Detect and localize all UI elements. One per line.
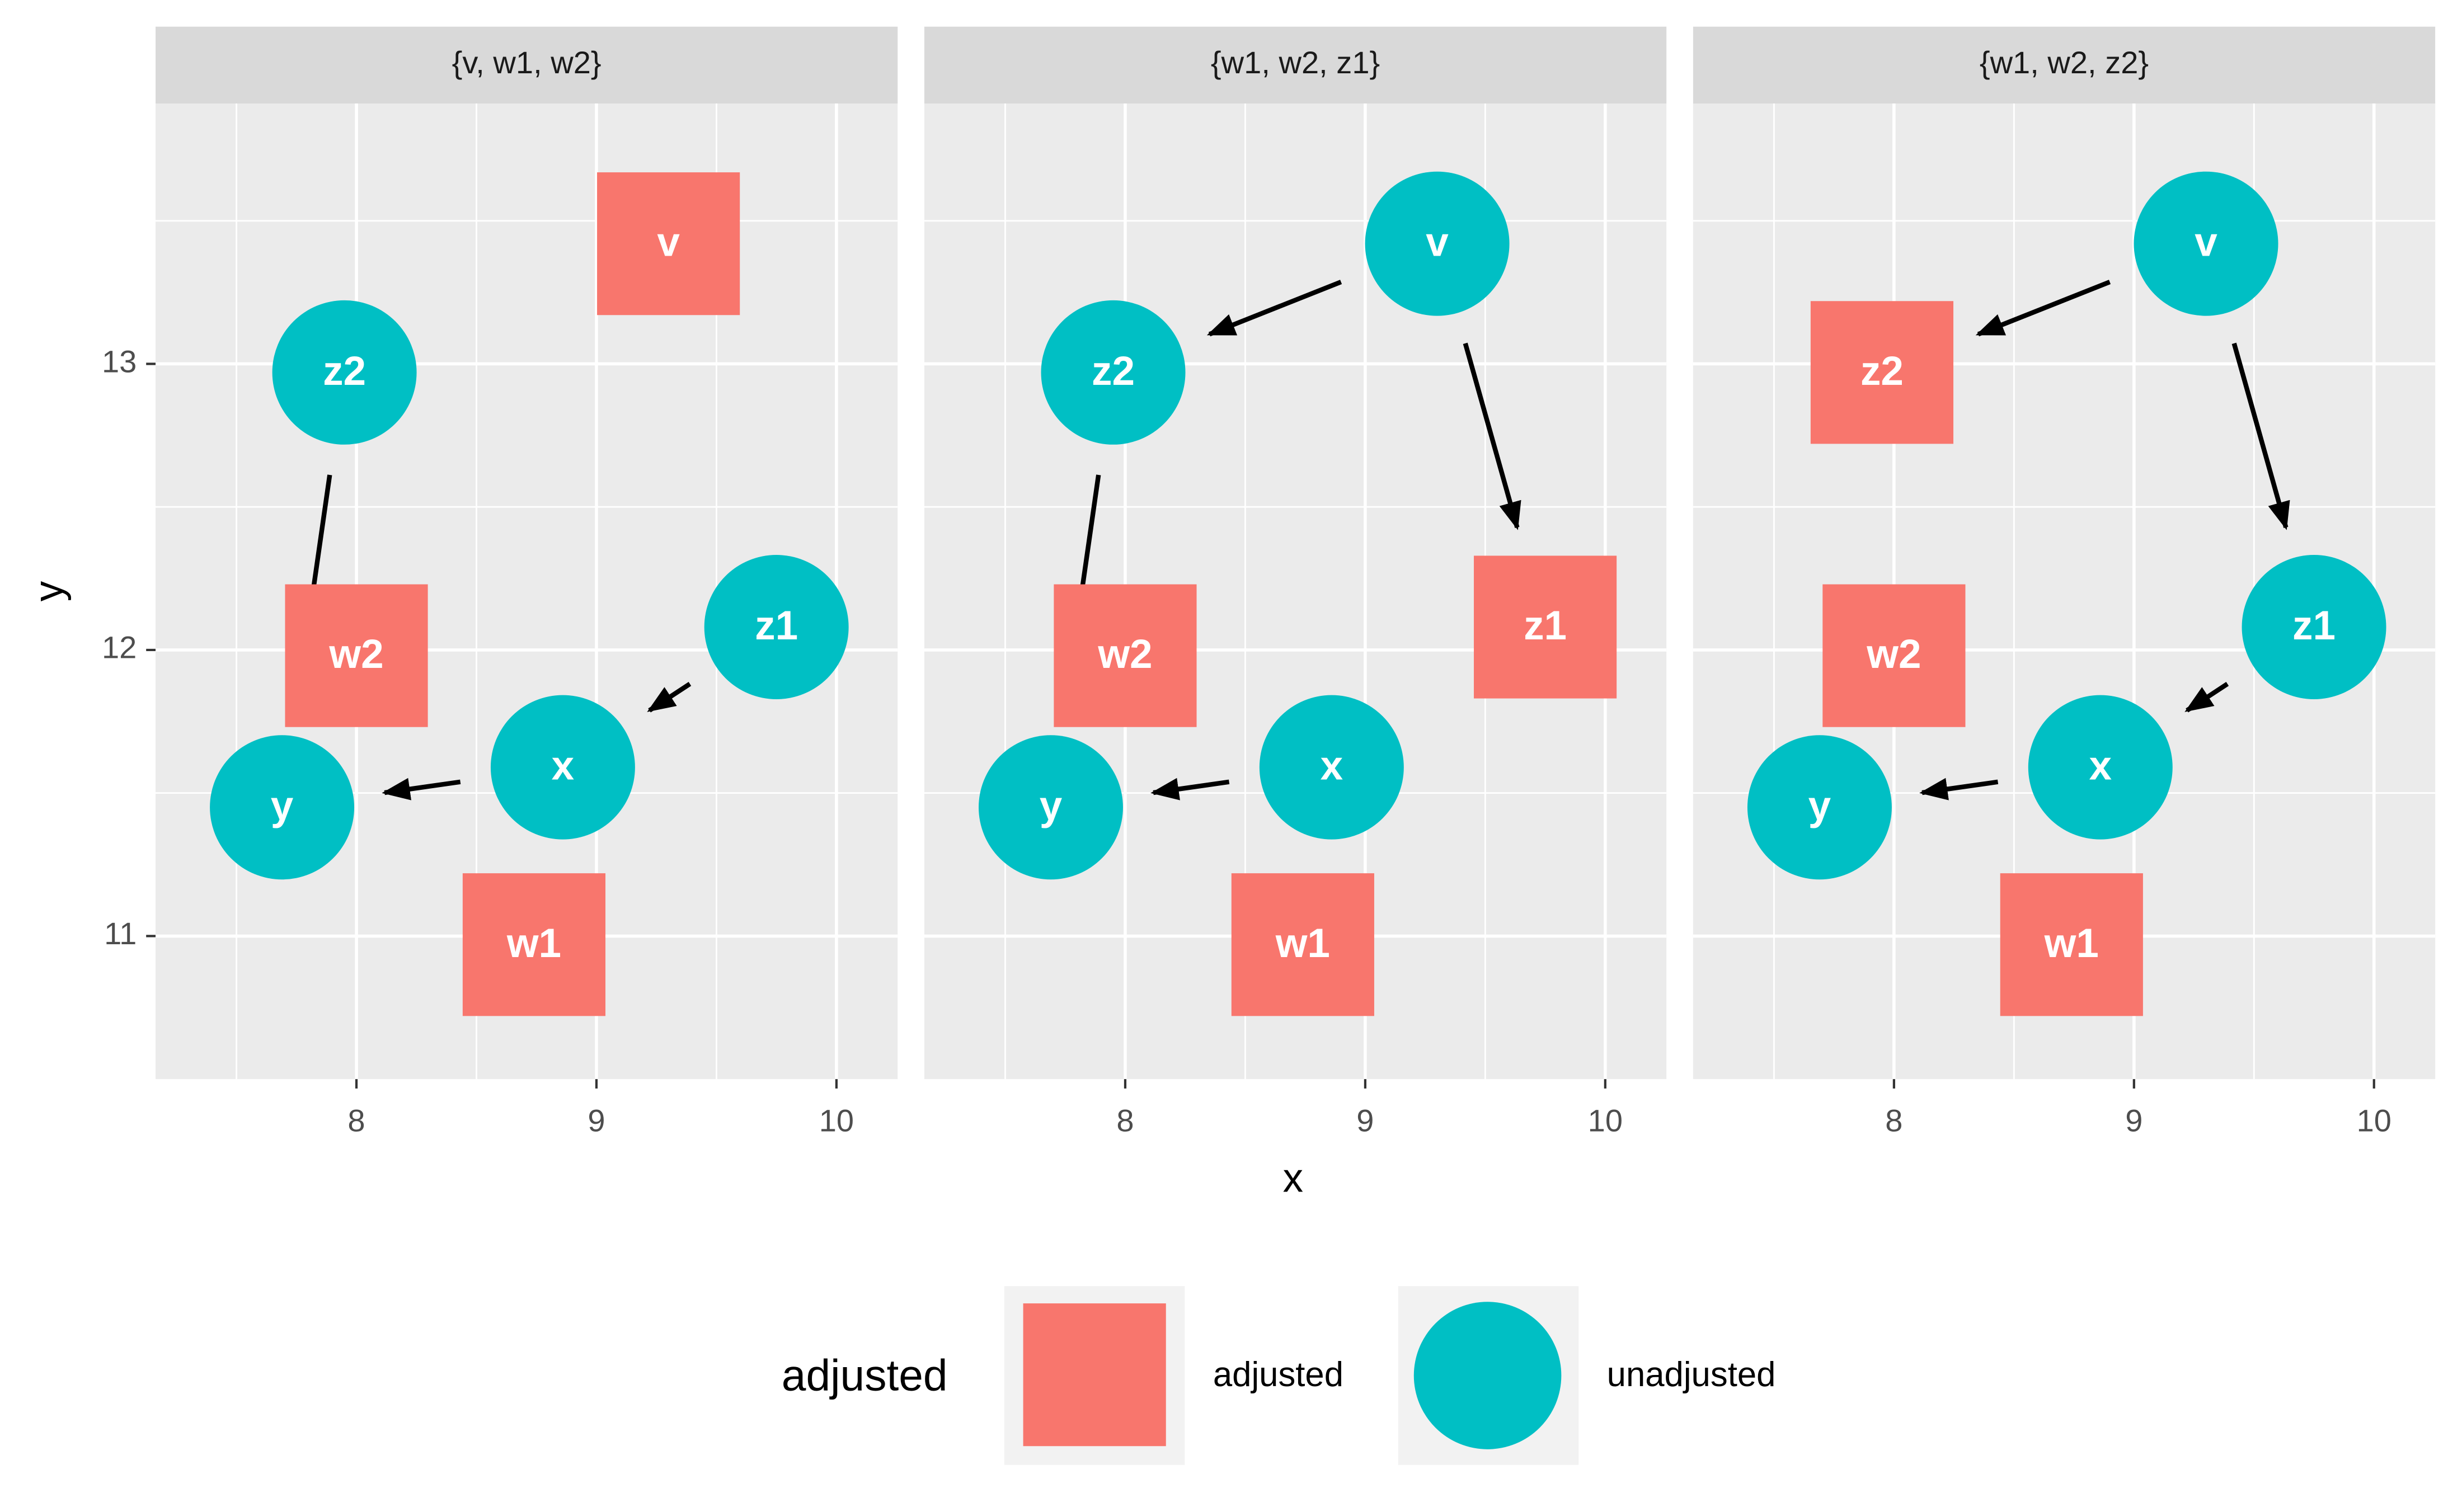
strip-title: {w1, w2, z1} bbox=[1211, 45, 1380, 80]
x-tick-label: 8 bbox=[1885, 1103, 1902, 1138]
node-label: v bbox=[657, 220, 680, 265]
edge bbox=[1150, 778, 1230, 800]
legend-key bbox=[1413, 1302, 1562, 1449]
x-tick-label: 10 bbox=[819, 1103, 854, 1138]
edge bbox=[382, 778, 461, 800]
legend-key bbox=[1023, 1303, 1166, 1447]
node bbox=[1054, 584, 1197, 727]
node-label: z2 bbox=[1092, 348, 1135, 394]
strip-background bbox=[156, 26, 898, 104]
node-label: w1 bbox=[506, 921, 561, 966]
x-tick-label: 8 bbox=[1116, 1103, 1134, 1138]
edge bbox=[2231, 342, 2290, 530]
x-tick-label: 9 bbox=[1356, 1103, 1374, 1138]
x-tick-label: 9 bbox=[2125, 1103, 2142, 1138]
node-label: x bbox=[552, 743, 575, 789]
edge bbox=[1919, 778, 1999, 800]
node bbox=[1231, 873, 1374, 1016]
node bbox=[2000, 873, 2143, 1016]
node-label: z2 bbox=[323, 348, 366, 394]
y-axis-title: y bbox=[26, 581, 72, 601]
edge bbox=[1975, 280, 2111, 337]
node-label: x bbox=[2089, 743, 2112, 789]
node bbox=[597, 172, 740, 315]
x-tick-label: 10 bbox=[2357, 1103, 2391, 1138]
node bbox=[1747, 735, 1892, 880]
edge bbox=[2184, 682, 2229, 713]
node bbox=[704, 555, 849, 699]
node bbox=[1810, 301, 1954, 444]
x-tick-label: 8 bbox=[347, 1103, 365, 1138]
legend-title: adjusted bbox=[782, 1350, 948, 1400]
node-label: v bbox=[2195, 220, 2217, 265]
node bbox=[1822, 584, 1966, 727]
y-tick-label: 12 bbox=[102, 630, 137, 665]
x-tick-label: 10 bbox=[1588, 1103, 1623, 1138]
strip-title: {v, w1, w2} bbox=[452, 45, 602, 80]
edge bbox=[647, 682, 692, 713]
node-label: v bbox=[1426, 220, 1449, 265]
node bbox=[1474, 555, 1617, 699]
node-label: w2 bbox=[328, 632, 383, 677]
node bbox=[272, 300, 417, 445]
node bbox=[1259, 695, 1404, 840]
node bbox=[979, 735, 1123, 880]
node bbox=[2028, 695, 2173, 840]
strip-title: {w1, w2, z2} bbox=[1980, 45, 2149, 80]
node-label: y bbox=[271, 783, 294, 828]
node bbox=[210, 735, 355, 880]
node bbox=[1041, 300, 1186, 445]
legend-label: adjusted bbox=[1213, 1355, 1343, 1394]
node-label: w1 bbox=[1275, 921, 1330, 966]
node bbox=[2134, 171, 2278, 316]
y-tick-label: 11 bbox=[104, 916, 137, 951]
node bbox=[285, 584, 428, 727]
node-label: z1 bbox=[1524, 603, 1567, 648]
node bbox=[490, 695, 635, 840]
node-label: z2 bbox=[1860, 348, 1904, 394]
node bbox=[2242, 555, 2386, 699]
strip-background bbox=[1693, 26, 2436, 104]
y-tick-label: 13 bbox=[102, 343, 137, 379]
node-label: w2 bbox=[1097, 632, 1152, 677]
node-label: y bbox=[1040, 783, 1063, 828]
edge bbox=[1463, 342, 1521, 530]
node-label: y bbox=[1808, 783, 1831, 828]
strip-background bbox=[924, 26, 1667, 104]
node-label: w1 bbox=[2044, 921, 2099, 966]
legend-label: unadjusted bbox=[1607, 1355, 1776, 1394]
node-label: w2 bbox=[1866, 632, 1921, 677]
node-label: z1 bbox=[755, 603, 798, 648]
node bbox=[462, 873, 606, 1016]
edge bbox=[1206, 280, 1342, 337]
node bbox=[1365, 171, 1510, 316]
node-label: x bbox=[1321, 743, 1343, 789]
x-tick-label: 9 bbox=[588, 1103, 605, 1138]
node-label: z1 bbox=[2292, 603, 2336, 648]
x-axis-title: x bbox=[1283, 1156, 1303, 1201]
